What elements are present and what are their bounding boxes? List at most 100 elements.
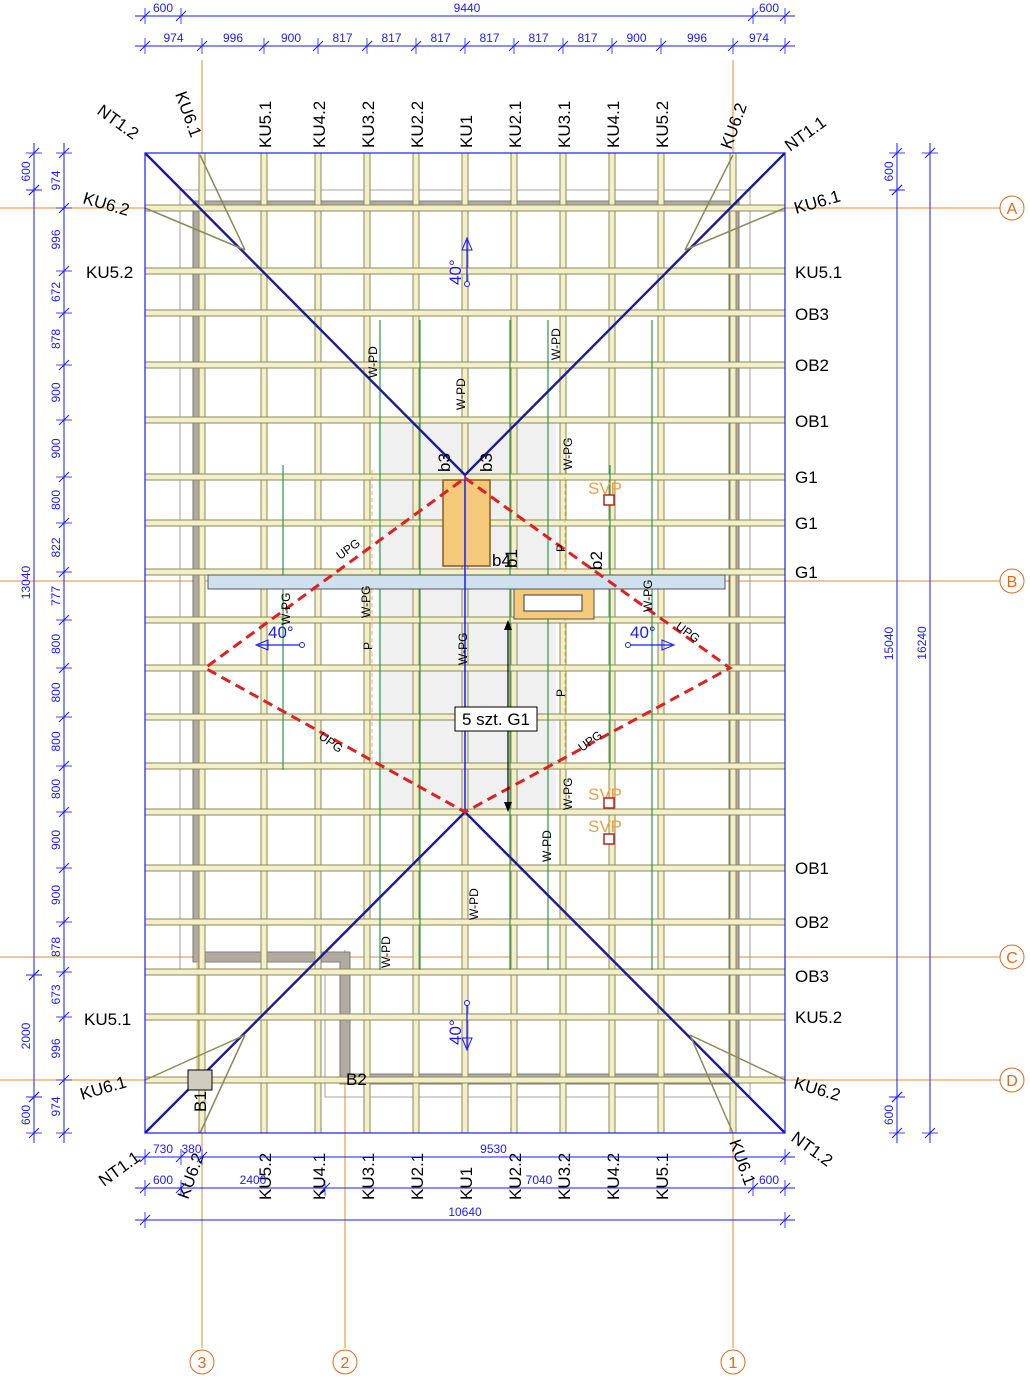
rafter-label-bottom: KU3.2 bbox=[555, 1153, 574, 1200]
axis-label-1: 1 bbox=[729, 1355, 738, 1372]
right-label: KU5.1 bbox=[795, 263, 842, 282]
right-label: G1 bbox=[795, 468, 818, 487]
secondary-members bbox=[282, 320, 653, 970]
dim-value: 900 bbox=[49, 438, 63, 458]
svp-label: SVP bbox=[588, 479, 622, 498]
dashed-yellow-members bbox=[371, 470, 566, 770]
wpg-label: W-PG bbox=[359, 586, 373, 618]
dimension-chains: 600 9440 600 974 996 900 817 817 817 817 817 817 900… bbox=[19, 1, 938, 1228]
b4-label: b4 bbox=[492, 551, 511, 570]
right-label: G1 bbox=[795, 563, 818, 582]
axis-bubble-a bbox=[999, 195, 1025, 221]
rafter-label-top: KU6.2 bbox=[717, 100, 751, 151]
axis-label-c: C bbox=[1006, 950, 1018, 967]
svp-icon bbox=[603, 494, 615, 506]
rafter-label-top: KU3.2 bbox=[359, 101, 378, 148]
purlin-fill bbox=[145, 1077, 785, 1083]
axis-bubble-d bbox=[999, 1067, 1025, 1093]
corner-label-top-left: NT1.2 bbox=[94, 101, 143, 144]
right-labels: KU6.1 KU5.1 OB3 OB2 OB1 G1 G1 G1 OB1 OB2 OB3 KU5.2 K… bbox=[792, 187, 843, 1105]
wpd-label: W-PD bbox=[540, 830, 554, 862]
dim-value: 16240 bbox=[915, 626, 929, 660]
wpd-label: W-PD bbox=[454, 378, 468, 410]
pitch-arrow-left: 40° bbox=[254, 623, 305, 651]
jack-rafter bbox=[689, 1034, 734, 1134]
jack-rafter bbox=[684, 207, 786, 251]
dim-value: 673 bbox=[49, 984, 63, 1004]
dim-value: 600 bbox=[19, 161, 33, 181]
skylight-window bbox=[523, 594, 583, 612]
pitch-arrowhead bbox=[661, 639, 676, 651]
corner-label-bottom-right: NT1.2 bbox=[788, 1128, 837, 1171]
axis-bubble-2 bbox=[332, 1349, 358, 1375]
pitch-dot bbox=[299, 642, 305, 648]
rafter-label-bottom: KU4.1 bbox=[310, 1153, 329, 1200]
wall-outer-edge bbox=[192, 200, 740, 1085]
rafter-fill bbox=[364, 153, 370, 1133]
p-label: P bbox=[554, 689, 568, 697]
wpg-label: W-PG bbox=[456, 633, 470, 665]
dim-value: 817 bbox=[332, 31, 352, 45]
jack-rafter bbox=[689, 1034, 786, 1081]
right-label: G1 bbox=[795, 514, 818, 533]
rafter-fill bbox=[261, 153, 267, 1133]
right-label: OB1 bbox=[795, 412, 829, 431]
dim-value: 730 bbox=[153, 1142, 173, 1156]
dim-value: 672 bbox=[49, 282, 63, 302]
rafter-label-bottom: KU5.1 bbox=[653, 1153, 672, 1200]
hip-rafter-bottom-right bbox=[464, 811, 786, 1134]
rafter-label-top: KU4.1 bbox=[604, 101, 623, 148]
dim-value: 900 bbox=[49, 830, 63, 850]
chimney-opening bbox=[442, 479, 491, 567]
dim-value: 9440 bbox=[454, 1, 481, 15]
wpg-label: W-PG bbox=[561, 438, 575, 470]
right-label: OB1 bbox=[795, 859, 829, 878]
dim-value: 996 bbox=[223, 31, 243, 45]
corner-jack-rafters bbox=[144, 154, 786, 1134]
pitch-label-right: 40° bbox=[630, 623, 656, 642]
wpd-label: W-PD bbox=[549, 328, 563, 360]
rafter-label-top: KU5.2 bbox=[653, 101, 672, 148]
b3-label: b3 bbox=[477, 453, 496, 472]
left-label-ku61: KU6.1 bbox=[78, 1073, 129, 1104]
dim-value: 777 bbox=[49, 586, 63, 606]
dim-value: 974 bbox=[163, 31, 183, 45]
corner-label-bottom-left: NT1.1 bbox=[95, 1148, 144, 1191]
purlin-fill bbox=[145, 417, 785, 423]
pitch-arrowhead bbox=[461, 236, 473, 251]
rafter-fill bbox=[315, 153, 321, 1133]
dim-value: 900 bbox=[49, 885, 63, 905]
rafter-fill bbox=[199, 153, 205, 1133]
purlin-fill bbox=[145, 310, 785, 316]
dim-value: 600 bbox=[759, 1, 779, 15]
rafter-label-bottom: KU2.2 bbox=[506, 1153, 525, 1200]
dim-value: 800 bbox=[49, 779, 63, 799]
purlin-fill bbox=[145, 865, 785, 871]
dim-value: 974 bbox=[49, 170, 63, 190]
purlin-fill bbox=[145, 205, 785, 211]
dim-value: 974 bbox=[749, 31, 769, 45]
dim-value: 800 bbox=[49, 731, 63, 751]
dim-value: 900 bbox=[281, 31, 301, 45]
axis-bubble-b bbox=[999, 568, 1025, 594]
left-label-ku62: KU6.2 bbox=[81, 189, 132, 220]
pitch-arrow-top: 40° bbox=[446, 236, 473, 287]
arrow-head-up bbox=[504, 620, 512, 630]
dim-value: 878 bbox=[49, 937, 63, 957]
axis-label-d: D bbox=[1006, 1073, 1018, 1090]
rafter-fill bbox=[609, 153, 615, 1133]
dim-value: 900 bbox=[626, 31, 646, 45]
jack-rafter bbox=[144, 1034, 246, 1081]
dim-value: 600 bbox=[153, 1, 173, 15]
rafter-fill bbox=[560, 153, 566, 1133]
jack-rafter bbox=[684, 154, 734, 251]
wpd-label: W-PD bbox=[379, 936, 393, 968]
dim-value: 9530 bbox=[480, 1142, 507, 1156]
pitch-arrow-bottom: 40° bbox=[446, 1000, 473, 1052]
axis-label-b: B bbox=[1007, 574, 1018, 591]
beam-b2-label: B2 bbox=[346, 1070, 367, 1089]
pitch-arrow-right: 40° bbox=[625, 623, 676, 651]
right-label: OB2 bbox=[795, 913, 829, 932]
dim-value: 600 bbox=[759, 1173, 779, 1187]
dim-value: 15040 bbox=[882, 626, 896, 660]
